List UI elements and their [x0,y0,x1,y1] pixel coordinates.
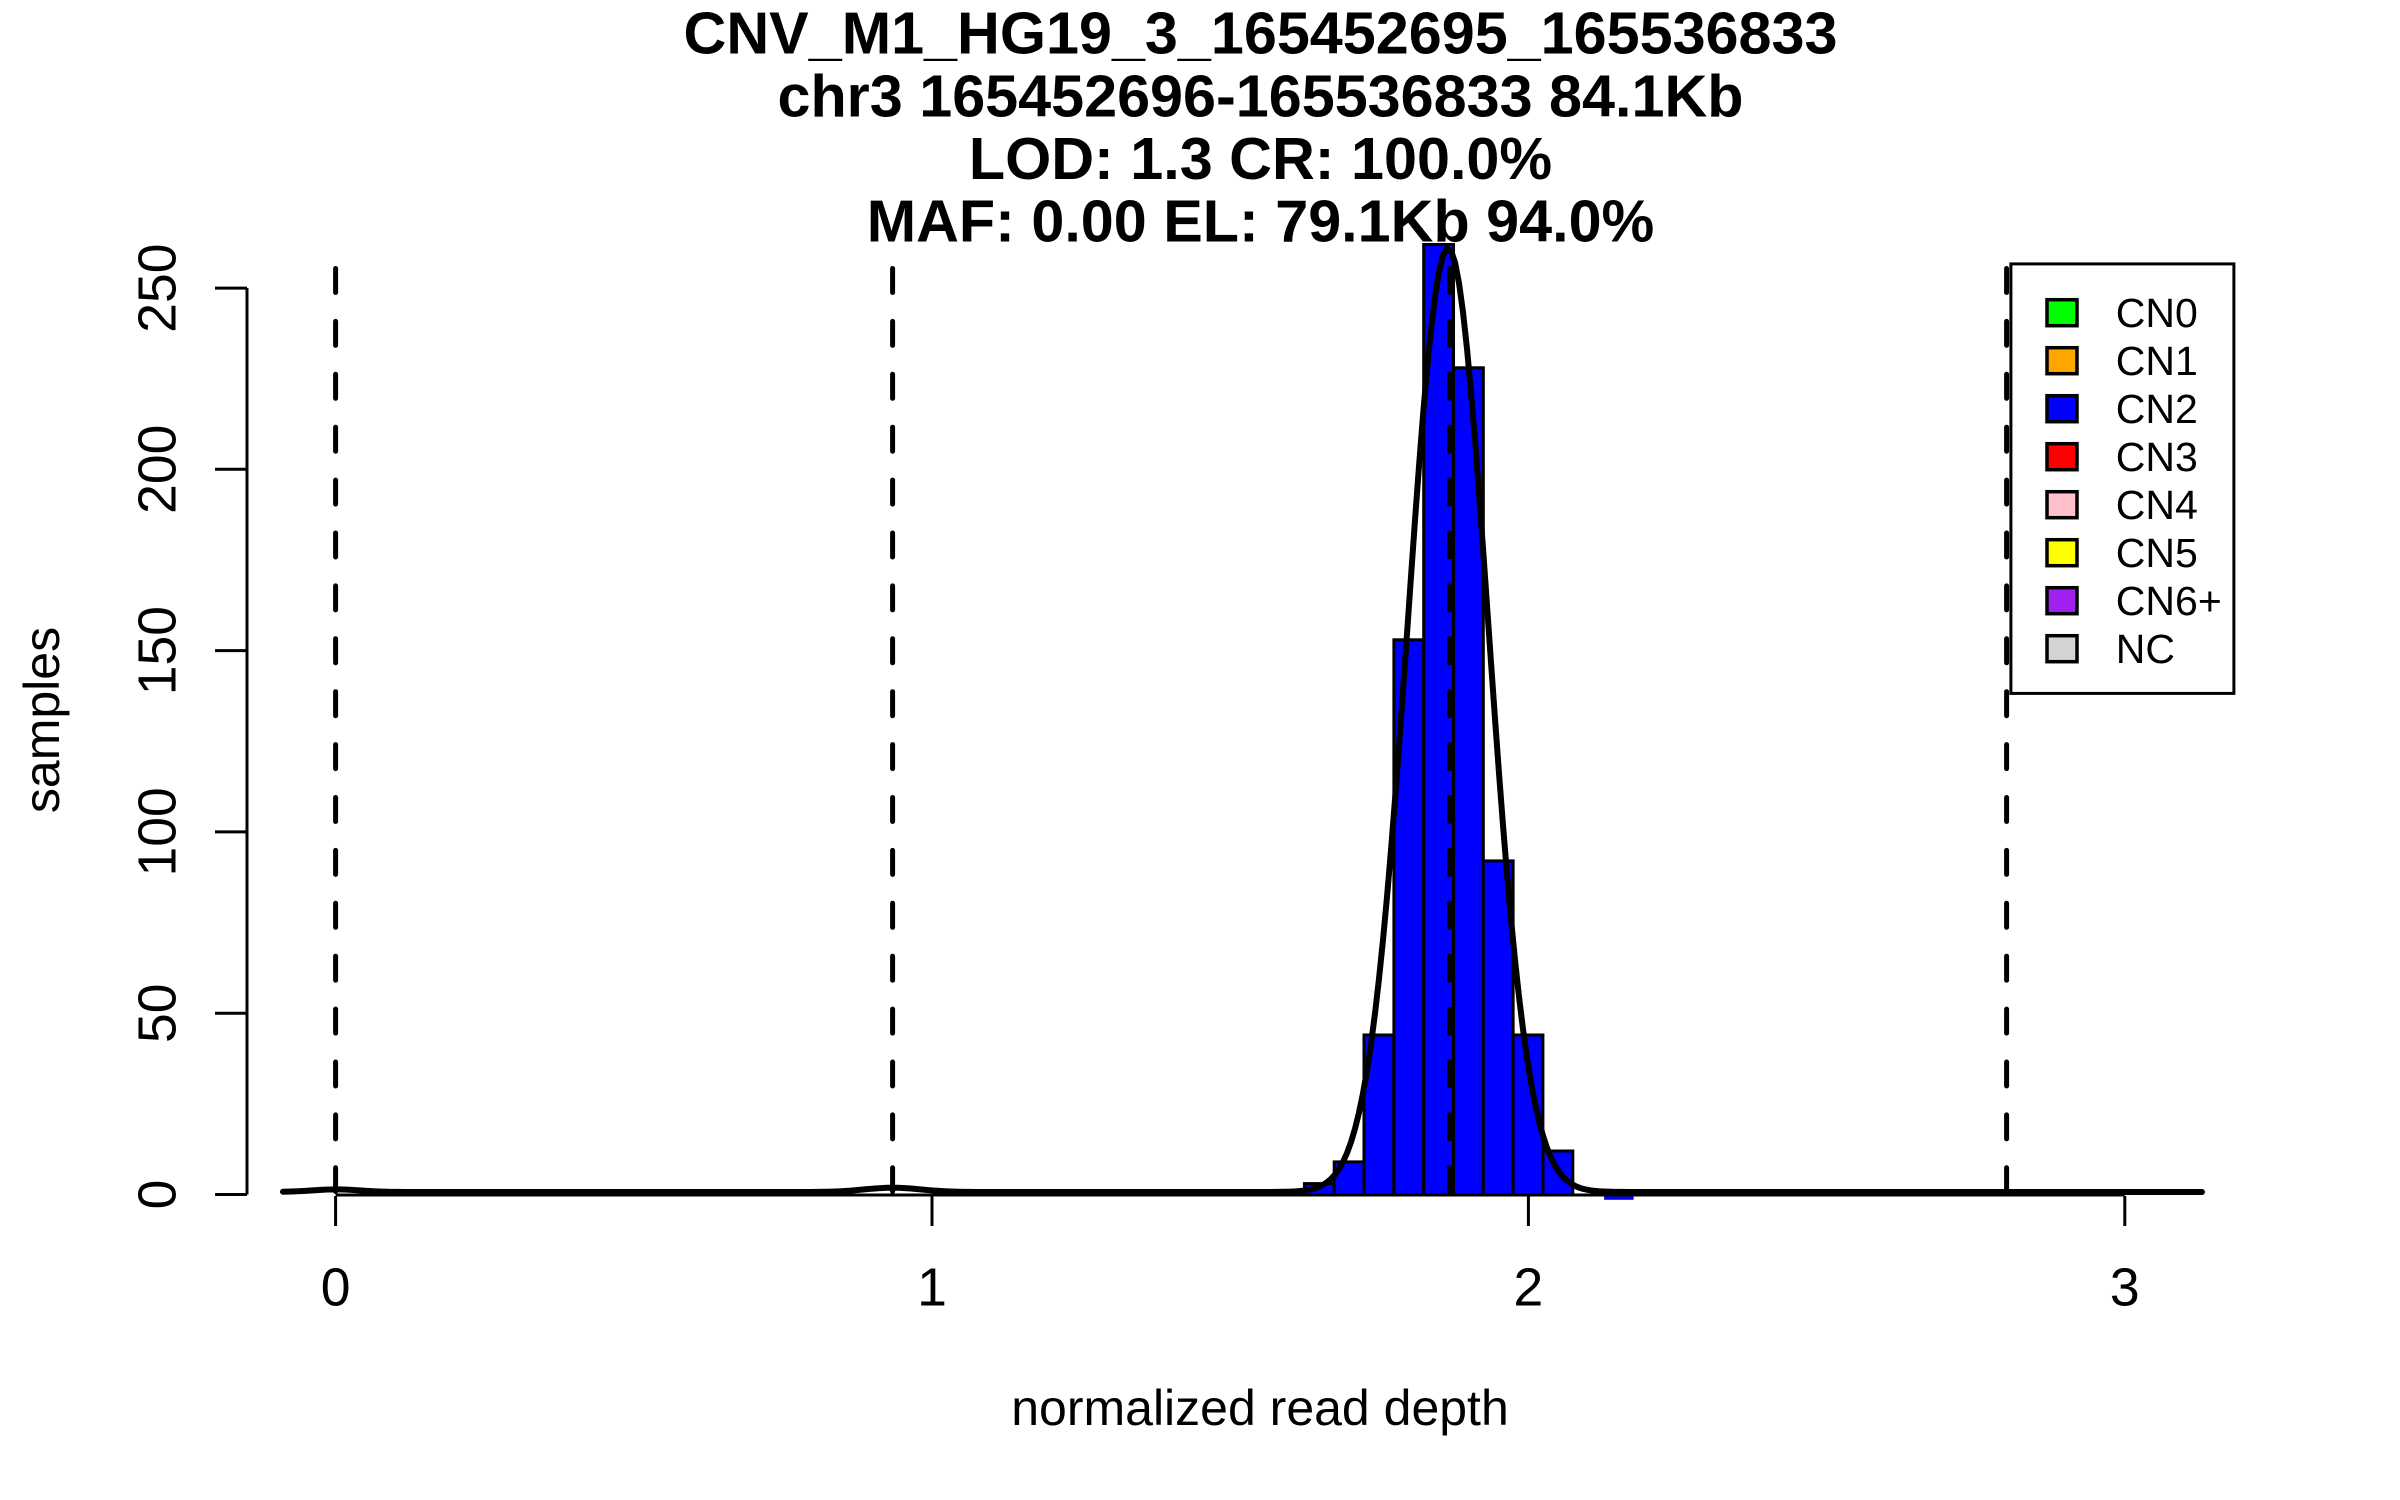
svg-text:50: 50 [128,983,187,1043]
svg-text:0: 0 [128,1180,187,1210]
svg-text:0: 0 [321,1259,351,1318]
svg-text:CN5: CN5 [2116,530,2198,576]
svg-text:samples: samples [14,627,70,813]
svg-text:100: 100 [128,787,187,876]
svg-text:150: 150 [128,606,187,695]
svg-text:LOD: 1.3 CR: 100.0%: LOD: 1.3 CR: 100.0% [969,125,1552,192]
svg-text:CN1: CN1 [2116,338,2198,384]
svg-text:NC: NC [2116,626,2175,672]
svg-text:CNV_M1_HG19_3_165452695_165536: CNV_M1_HG19_3_165452695_165536833 [684,0,1838,67]
svg-text:CN3: CN3 [2116,434,2198,480]
svg-text:3: 3 [2110,1259,2140,1318]
svg-text:2: 2 [1514,1259,1544,1318]
svg-text:CN0: CN0 [2116,290,2198,336]
svg-text:normalized read depth: normalized read depth [1011,1380,1509,1436]
svg-text:250: 250 [128,243,187,332]
svg-text:chr3 165452696-165536833 84.1K: chr3 165452696-165536833 84.1Kb [777,63,1743,130]
svg-text:MAF: 0.00 EL: 79.1Kb 94.0%: MAF: 0.00 EL: 79.1Kb 94.0% [867,188,1655,255]
svg-text:CN2: CN2 [2116,386,2198,432]
svg-text:CN4: CN4 [2116,482,2198,528]
svg-text:200: 200 [128,425,187,514]
svg-text:1: 1 [917,1259,947,1318]
svg-text:CN6+: CN6+ [2116,578,2222,624]
